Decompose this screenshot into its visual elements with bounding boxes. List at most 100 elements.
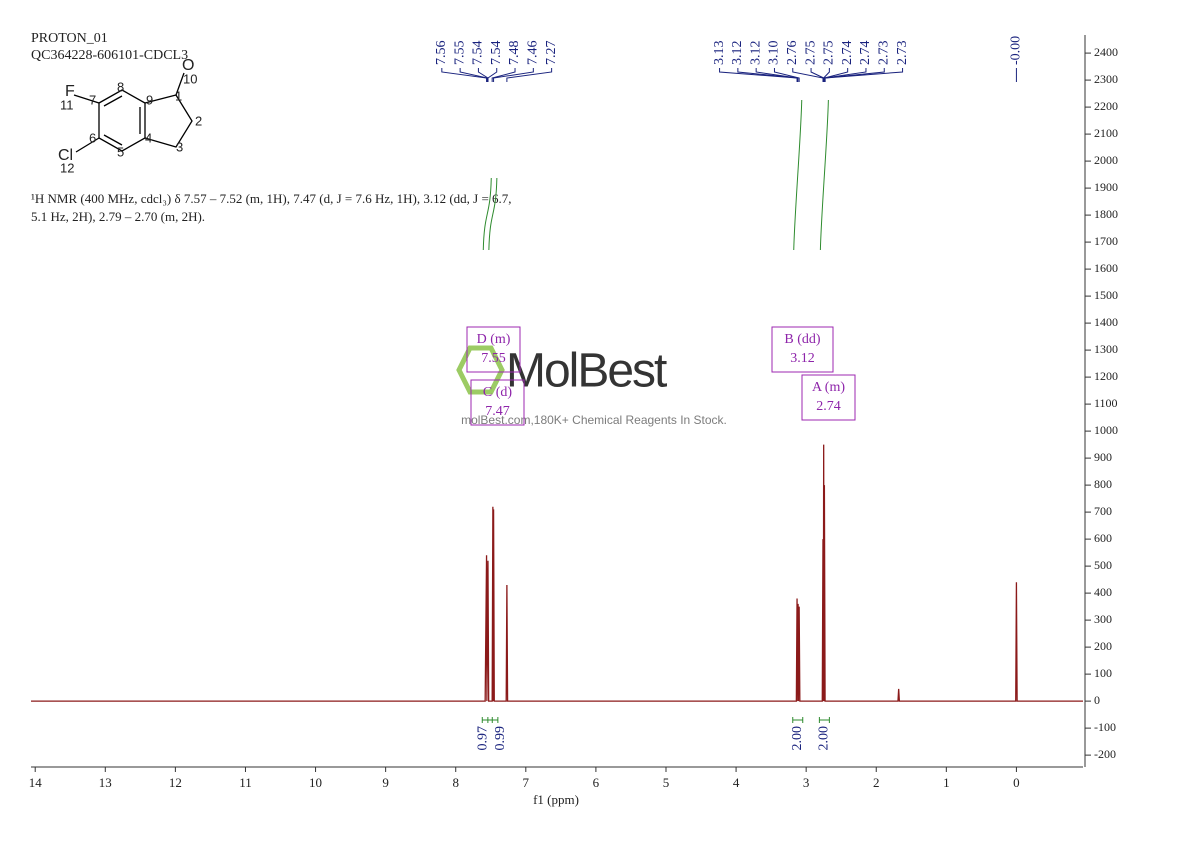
benzene-ring [98, 89, 146, 152]
x-tick-label: 2 [873, 775, 880, 790]
y-tick-label: 2200 [1094, 99, 1118, 113]
y-tick-label: 1400 [1094, 315, 1118, 329]
y-tick-label: 2400 [1094, 45, 1118, 59]
y-tick-label: 0 [1094, 693, 1100, 707]
multiplet-name: C (d) [483, 385, 513, 400]
peak-connector [755, 68, 799, 82]
atom: F [65, 83, 75, 100]
peak-label: 2.75 [822, 41, 837, 66]
x-tick-label: 7 [523, 775, 530, 790]
atom-number: 1 [175, 88, 182, 103]
atom-number: 11 [60, 97, 74, 112]
x-tick-label: 5 [663, 775, 670, 790]
peak-connector [823, 68, 867, 82]
multiplet-box [466, 326, 521, 373]
x-tick-label: 12 [169, 775, 182, 790]
atom-number: 9 [146, 92, 153, 107]
atom-number: 8 [117, 79, 124, 94]
description-line: 5.1 Hz, 2H), 2.79 – 2.70 (m, 2H). [31, 209, 205, 224]
x-tick-label: 14 [29, 775, 43, 790]
integral-bracket [818, 717, 830, 723]
peak-connector [441, 68, 488, 82]
halogen-bonds [73, 94, 100, 153]
peak-connector [719, 68, 798, 82]
multiplet-shift: 7.55 [481, 351, 506, 366]
multiplet-shift: 7.47 [485, 404, 510, 419]
integral-bracket [487, 717, 499, 723]
carbonyl-bond [175, 72, 185, 96]
multiplet-shift: 2.74 [816, 399, 841, 414]
y-tick-label: 1700 [1094, 234, 1118, 248]
y-tick-label: 1800 [1094, 207, 1118, 221]
x-tick-label: 10 [309, 775, 322, 790]
peak-label: 7.27 [544, 41, 559, 66]
peak-label: 7.54 [489, 41, 504, 66]
peak-label: -0.00 [1009, 36, 1024, 65]
atom-number: 7 [89, 92, 96, 107]
multiplet-name: D (m) [477, 332, 511, 347]
double-bonds [103, 95, 141, 146]
y-tick-label: 1600 [1094, 261, 1118, 275]
peak-connector [824, 68, 885, 82]
y-tick-label: 200 [1094, 639, 1112, 653]
atom-number: 2 [195, 113, 202, 128]
peak-connector [491, 68, 516, 82]
peak-connector [493, 68, 534, 82]
peak-connector [810, 68, 825, 82]
atom: O [182, 57, 194, 74]
multiplet-box [771, 326, 834, 373]
y-tick-label: 1100 [1094, 396, 1118, 410]
integral-curve [482, 177, 492, 251]
x-tick-label: 9 [382, 775, 389, 790]
peak-label: 2.74 [840, 41, 855, 66]
x-tick-label: 8 [452, 775, 459, 790]
experiment-name: PROTON_01 [31, 31, 108, 46]
sample-name: QC364228-606101-CDCL3 [31, 48, 188, 63]
peak-label: 3.13 [712, 41, 727, 66]
peak-connector [487, 68, 498, 82]
peak-label: 2.74 [858, 41, 873, 66]
x-axis-label: f1 (ppm) [533, 792, 579, 807]
peak-label: 3.12 [748, 41, 763, 66]
y-tick-label: -200 [1094, 747, 1116, 761]
y-tick-label: 1200 [1094, 369, 1118, 383]
peak-label: 3.12 [730, 41, 745, 66]
integral-label: 0.97 [475, 726, 490, 751]
peak-connector [792, 68, 824, 82]
integral-label: 0.99 [493, 726, 508, 751]
y-tick-label: 2100 [1094, 126, 1118, 140]
x-tick-label: 11 [239, 775, 252, 790]
integral-label: 2.00 [790, 726, 805, 751]
y-tick-label: 800 [1094, 477, 1112, 491]
peak-connector [459, 68, 488, 82]
y-tick-label: 100 [1094, 666, 1112, 680]
peak-label: 3.10 [767, 41, 782, 66]
multiplet-box [470, 379, 525, 426]
peak-connector [824, 68, 904, 82]
atom-number: 10 [183, 71, 197, 86]
y-tick-label: 2300 [1094, 72, 1118, 86]
y-tick-label: 700 [1094, 504, 1112, 518]
y-tick-label: 900 [1094, 450, 1112, 464]
five-ring [144, 94, 193, 148]
atom-number: 6 [89, 130, 96, 145]
molecule [73, 72, 193, 153]
x-tick-label: 4 [733, 775, 740, 790]
multiplet-name: B (dd) [784, 332, 821, 347]
x-tick-label: 1 [943, 775, 950, 790]
y-tick-label: 600 [1094, 531, 1112, 545]
multiplet-name: A (m) [812, 380, 845, 395]
multiplet-shift: 3.12 [790, 351, 815, 366]
multiplet-box [801, 374, 856, 421]
atom-number: 5 [117, 144, 124, 159]
x-tick-label: 0 [1013, 775, 1020, 790]
y-tick-label: 1900 [1094, 180, 1118, 194]
peak-label: 7.55 [452, 41, 467, 66]
x-tick-label: 3 [803, 775, 810, 790]
y-tick-label: 1000 [1094, 423, 1118, 437]
peak-label: 2.73 [895, 41, 910, 66]
description-line: ¹H NMR (400 MHz, cdcl₃) δ 7.57 – 7.52 (m… [31, 191, 512, 206]
peak-label: 7.48 [507, 41, 522, 66]
integral-curve [819, 99, 829, 251]
